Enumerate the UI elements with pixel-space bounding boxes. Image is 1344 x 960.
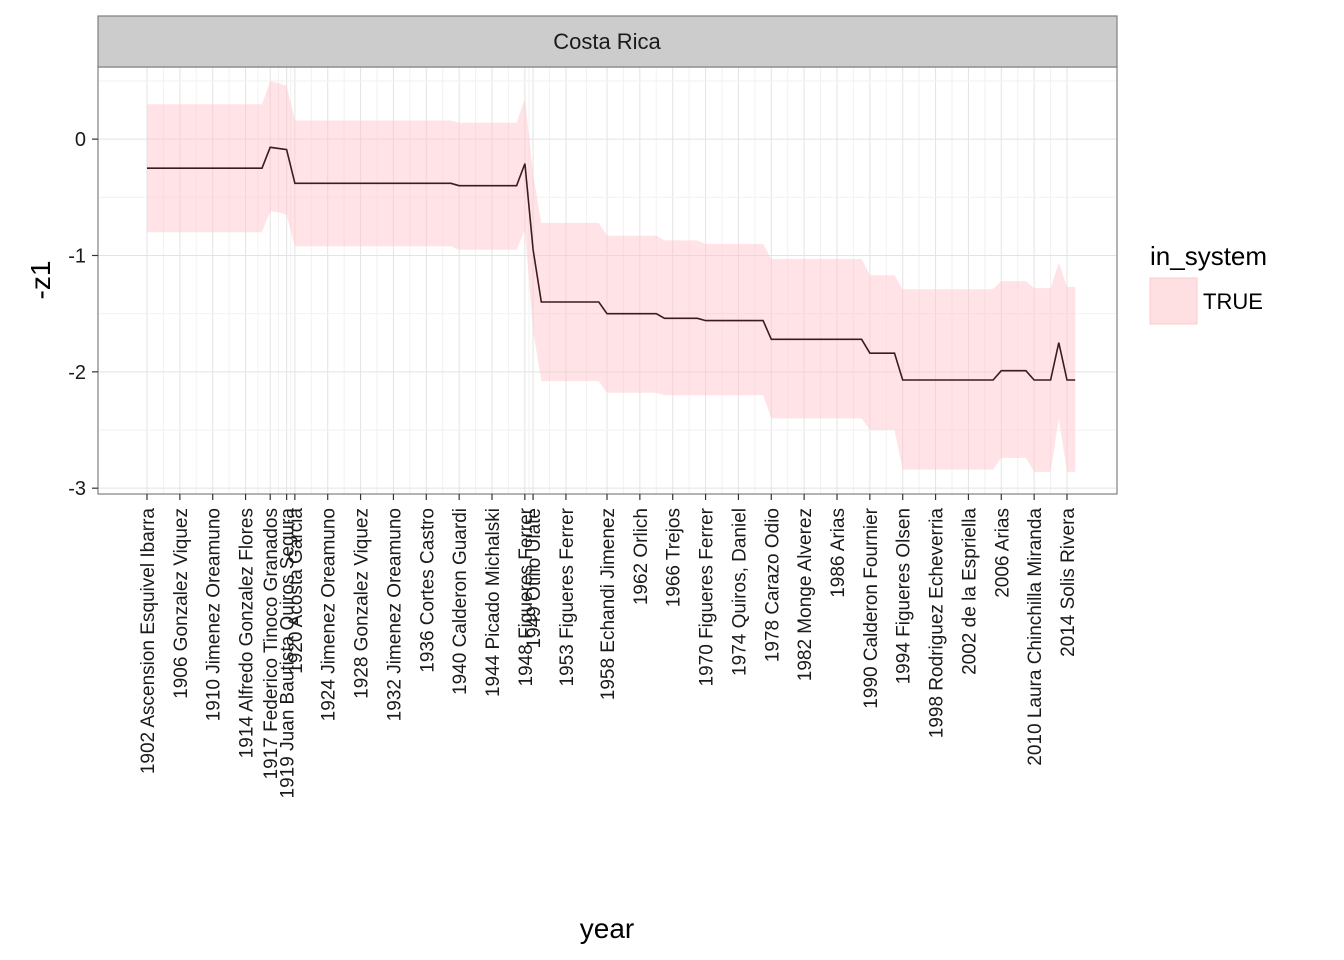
legend: in_system TRUE — [1149, 241, 1267, 325]
y-axis-title: -z1 — [25, 261, 56, 300]
x-tick-label: 2014 Solis Rivera — [1058, 508, 1079, 657]
x-tick-label: 1958 Echandi Jimenez — [598, 508, 619, 700]
y-tick-label: -2 — [68, 362, 86, 384]
legend-title: in_system — [1150, 241, 1267, 271]
x-tick-label: 1940 Calderon Guardi — [450, 508, 471, 695]
x-tick-label: 1978 Carazo Odio — [762, 508, 783, 662]
facet-strip — [97, 15, 1118, 68]
legend-key-true — [1149, 277, 1198, 325]
y-tick-label: -3 — [68, 478, 86, 500]
x-tick-label: 1917 Federico Tinoco Granados — [261, 508, 282, 779]
major-gridlines-vertical — [146, 67, 1068, 494]
y-tick-label: 0 — [75, 129, 86, 151]
minor-gridlines-vertical — [162, 67, 1052, 494]
y-tick-label: -1 — [68, 245, 86, 267]
x-axis: 1902 Ascension Esquivel Ibarra 1906 Gonza… — [138, 494, 1079, 798]
x-axis-title: year — [580, 913, 634, 944]
x-tick-label: 1948 Figueres Ferrer — [516, 507, 537, 686]
x-tick-label: 1919 Juan Bautista Quiros Segura — [278, 508, 299, 799]
series-line — [147, 146, 1076, 381]
gridlines-horizontal — [98, 80, 1117, 489]
x-tick-label: 2010 Laura Chinchilla Miranda — [1025, 508, 1046, 766]
x-tick-label: 1902 Ascension Esquivel Ibarra — [138, 508, 159, 775]
x-tick-label: 1966 Trejos — [664, 508, 685, 607]
x-tick-label: 1914 Alfredo Gonzalez Flores — [237, 508, 258, 758]
legend-label-true: TRUE — [1203, 289, 1263, 314]
x-tick-label: 1953 Figueres Ferrer — [557, 507, 578, 686]
x-tick-label: 1928 Gonzalez Viquez — [352, 508, 373, 699]
facet-label: Costa Rica — [553, 29, 661, 54]
x-tick-label: 1936 Cortes Castro — [417, 508, 438, 673]
x-tick-label: 1994 Figueres Olsen — [894, 508, 915, 684]
x-tick-label: 1986 Arias — [828, 508, 849, 598]
x-tick-label: 1990 Calderon Fournier — [861, 507, 882, 708]
x-tick-label: 2006 Arias — [992, 508, 1013, 598]
x-tick-label: 1920 Acosta Garcia — [286, 508, 307, 674]
y-axis: 0 -1 -2 -3 — [68, 129, 98, 500]
x-tick-label: 1949 Otilio Ulate — [524, 508, 545, 648]
x-tick-label: 1970 Figueres Ferrer — [697, 507, 718, 686]
x-tick-label: 1962 Orlich — [631, 508, 652, 605]
x-tick-label: 1944 Picado Michalski — [483, 508, 504, 697]
x-tick-label: 1974 Quiros, Daniel — [729, 508, 750, 676]
x-tick-label: 1924 Jimenez Oreamuno — [319, 508, 340, 721]
x-tick-label: 2002 de la Espriella — [959, 508, 980, 675]
x-tick-label: 1910 Jimenez Oreamuno — [204, 508, 225, 721]
x-tick-label: 1998 Rodriguez Echeverria — [927, 508, 948, 739]
confidence-band — [147, 81, 1076, 472]
x-tick-label: 1906 Gonzalez Viquez — [171, 508, 192, 699]
x-tick-label: 1982 Monge Alverez — [795, 508, 816, 681]
x-tick-label: 1932 Jimenez Oreamuno — [384, 508, 405, 721]
